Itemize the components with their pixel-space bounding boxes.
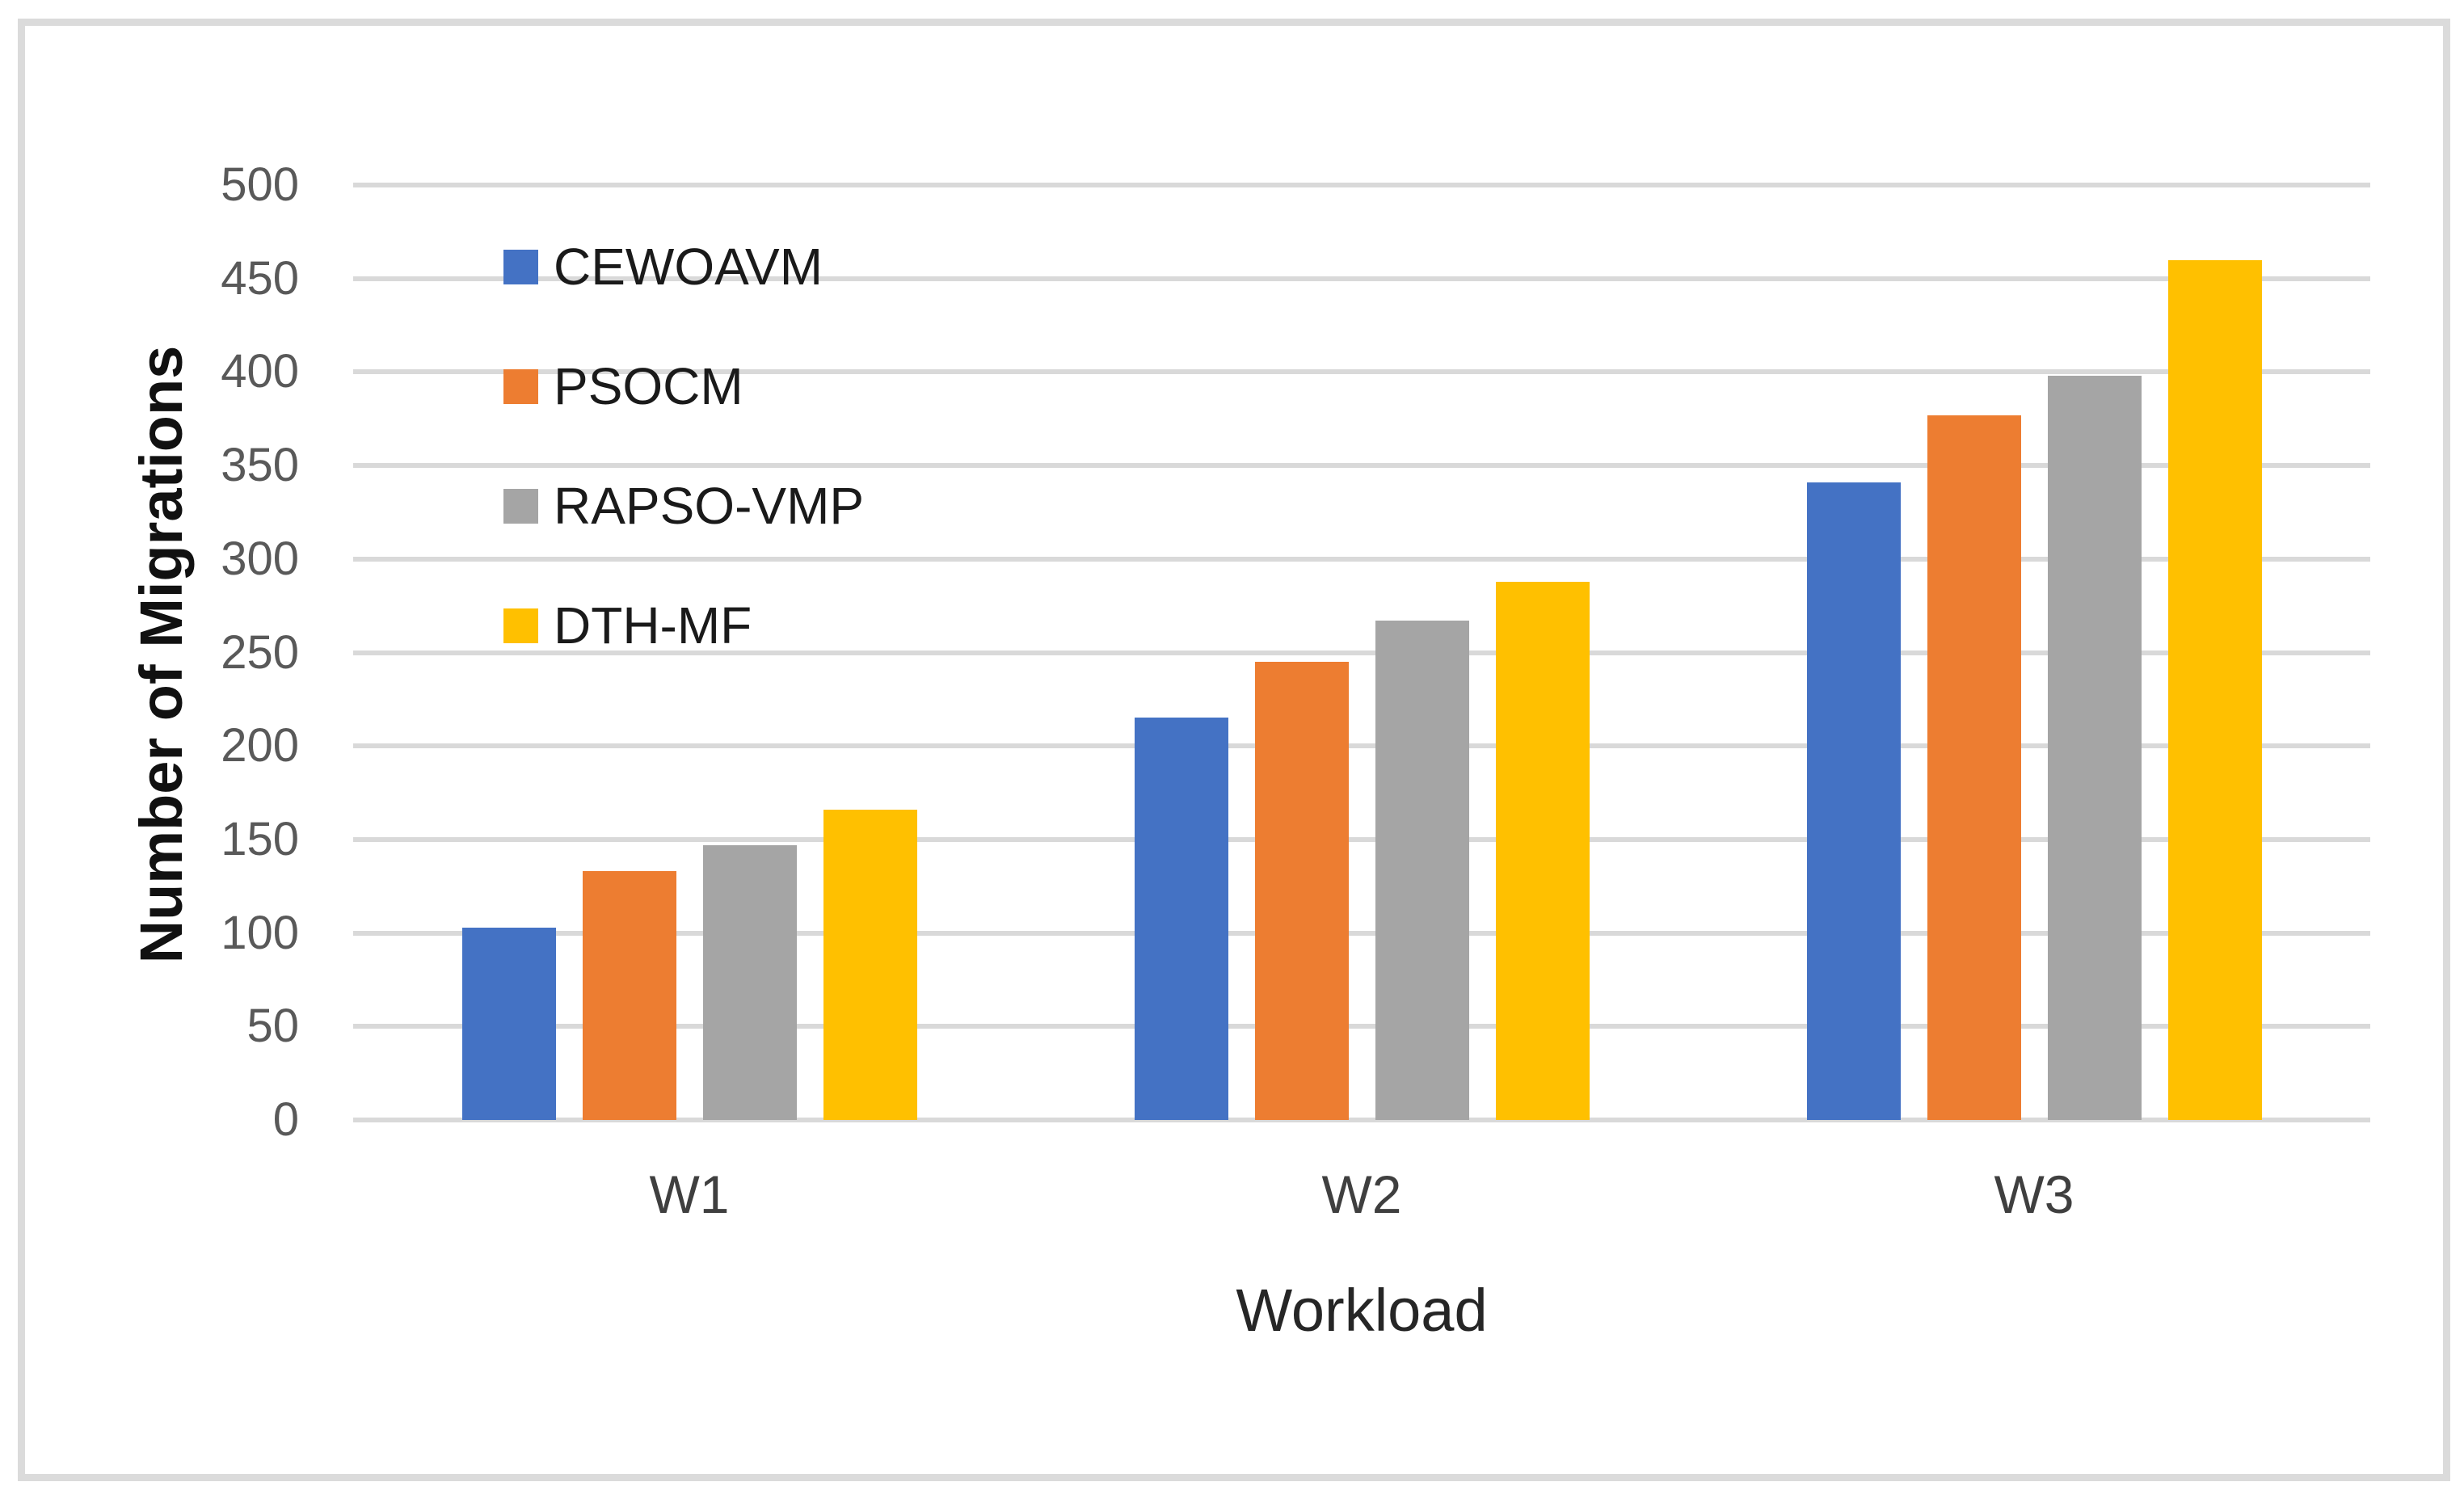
y-tick-label: 350: [221, 439, 299, 492]
gridline: [353, 276, 2370, 281]
gridline: [353, 836, 2370, 842]
gridline: [353, 1024, 2370, 1029]
y-tick-label: 200: [221, 719, 299, 773]
figure-border: [18, 19, 2450, 1481]
bar-RAPSO-VMP-W1: [702, 844, 797, 1120]
y-tick-label: 450: [221, 251, 299, 305]
bar-PSOCM-W1: [582, 871, 676, 1120]
legend-item-DTH-MF: DTH-MF: [503, 600, 752, 651]
y-tick-label: 500: [221, 158, 299, 211]
x-tick-label-W1: W1: [649, 1164, 730, 1224]
gridline: [353, 930, 2370, 936]
bar-PSOCM-W2: [1254, 662, 1349, 1120]
x-tick-label-W3: W3: [1994, 1164, 2074, 1224]
gridline: [353, 743, 2370, 749]
y-tick-label: 250: [221, 625, 299, 679]
y-tick-label: 150: [221, 812, 299, 865]
bar-RAPSO-VMP-W3: [2047, 376, 2142, 1120]
y-tick-label: 100: [221, 906, 299, 959]
gridline: [353, 650, 2370, 655]
bar-CEWOAVM-W2: [1134, 718, 1228, 1120]
legend-item-CEWOAVM: CEWOAVM: [503, 241, 823, 293]
legend-label: PSOCM: [554, 357, 743, 415]
legend-label: DTH-MF: [554, 596, 752, 655]
y-tick-label: 50: [246, 1000, 299, 1053]
legend-color-swatch: [503, 608, 538, 643]
gridline: [353, 556, 2370, 562]
legend-item-RAPSO-VMP: RAPSO-VMP: [503, 480, 864, 532]
bar-DTH-MF-W1: [823, 809, 917, 1120]
legend-color-swatch: [503, 249, 538, 284]
gridline: [353, 463, 2370, 469]
gridline: [353, 183, 2370, 187]
y-axis-title: Number of Migrations: [128, 345, 195, 964]
x-tick-label-W2: W2: [1321, 1164, 1402, 1224]
bar-PSOCM-W3: [1927, 415, 2021, 1120]
y-tick-label: 400: [221, 345, 299, 398]
y-tick-label: 300: [221, 532, 299, 585]
y-tick-label: 0: [272, 1093, 299, 1146]
x-axis-title: Workload: [1236, 1277, 1488, 1344]
legend-label: RAPSO-VMP: [554, 477, 865, 535]
gridline: [353, 369, 2370, 375]
x-axis-line: [353, 1118, 2370, 1122]
legend-color-swatch: [503, 488, 538, 524]
bar-RAPSO-VMP-W2: [1375, 621, 1469, 1120]
legend-item-PSOCM: PSOCM: [503, 360, 743, 412]
legend-label: CEWOAVM: [554, 238, 823, 296]
legend-color-swatch: [503, 368, 538, 404]
bar-CEWOAVM-W1: [461, 927, 556, 1120]
bar-DTH-MF-W3: [2167, 259, 2262, 1120]
bar-DTH-MF-W2: [1495, 581, 1590, 1120]
bar-CEWOAVM-W3: [1806, 482, 1901, 1120]
